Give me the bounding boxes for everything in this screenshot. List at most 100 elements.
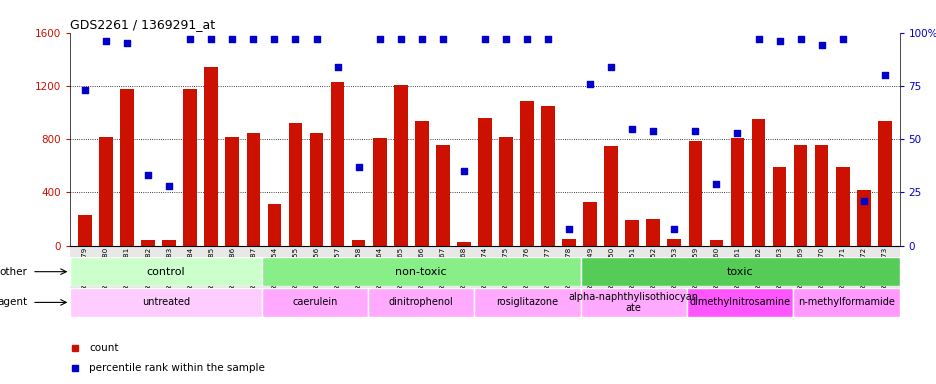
Bar [310, 132, 323, 246]
Point [687, 127, 702, 134]
Text: n-methylformamide: n-methylformamide [797, 297, 894, 308]
Text: agent: agent [0, 297, 28, 308]
Bar [666, 239, 680, 246]
Point [162, 183, 177, 189]
Bar [835, 167, 849, 246]
Point [603, 64, 618, 70]
Text: control: control [147, 266, 185, 277]
Bar [730, 138, 743, 246]
Point [393, 36, 408, 42]
Bar [604, 146, 618, 246]
Text: non-toxic: non-toxic [395, 266, 446, 277]
Point [561, 226, 576, 232]
Point [140, 172, 155, 179]
Bar [78, 215, 92, 246]
Point [225, 36, 240, 42]
Bar [583, 202, 596, 246]
Bar [580, 257, 899, 286]
Bar [793, 288, 899, 317]
Point [582, 81, 597, 87]
Bar [226, 137, 239, 246]
Point [729, 130, 744, 136]
Point [203, 36, 218, 42]
Bar [686, 288, 793, 317]
Bar [120, 89, 134, 246]
Point [329, 64, 344, 70]
Point [245, 36, 260, 42]
Bar [772, 167, 785, 246]
Bar [162, 240, 176, 246]
Point [666, 226, 681, 232]
Point [78, 87, 93, 93]
Text: caerulein: caerulein [292, 297, 337, 308]
Point [498, 36, 513, 42]
Text: toxic: toxic [726, 266, 753, 277]
Point [876, 72, 891, 78]
Point [751, 36, 766, 42]
Point [287, 36, 302, 42]
Point [309, 36, 324, 42]
Point [98, 38, 113, 44]
Text: GDS2261 / 1369291_at: GDS2261 / 1369291_at [70, 18, 215, 31]
Point [183, 36, 197, 42]
Bar [646, 219, 659, 246]
Bar [99, 137, 112, 246]
Bar [435, 144, 449, 246]
Point [645, 127, 660, 134]
Bar [624, 220, 638, 246]
Bar [877, 121, 891, 246]
Text: dimethylnitrosamine: dimethylnitrosamine [689, 297, 790, 308]
Point [813, 42, 828, 48]
Bar [688, 141, 701, 246]
Bar [499, 137, 512, 246]
Point [771, 38, 786, 44]
Bar [70, 288, 261, 317]
Bar [562, 239, 576, 246]
Bar [368, 288, 474, 317]
Point [456, 168, 471, 174]
Point [519, 36, 534, 42]
Text: dinitrophenol: dinitrophenol [388, 297, 453, 308]
Point [372, 36, 387, 42]
Point [120, 40, 135, 46]
Bar [268, 204, 281, 246]
Bar [751, 119, 765, 246]
Point [540, 36, 555, 42]
Bar [814, 144, 827, 246]
Text: rosiglitazone: rosiglitazone [496, 297, 558, 308]
Text: alpha-naphthylisothiocyan
ate: alpha-naphthylisothiocyan ate [568, 291, 698, 313]
Bar [261, 257, 580, 286]
Point [856, 198, 870, 204]
Text: other: other [0, 266, 28, 277]
Text: untreated: untreated [141, 297, 190, 308]
Point [792, 36, 807, 42]
Bar [261, 288, 368, 317]
Bar [541, 106, 554, 246]
Point [834, 36, 849, 42]
Bar [793, 144, 807, 246]
Point [624, 126, 639, 132]
Point [414, 36, 429, 42]
Bar [580, 288, 686, 317]
Bar [393, 84, 407, 246]
Point [476, 36, 491, 42]
Bar [183, 89, 197, 246]
Bar [288, 123, 302, 246]
Bar [477, 118, 491, 246]
Bar [856, 190, 870, 246]
Bar [330, 82, 344, 246]
Point [267, 36, 282, 42]
Bar [70, 257, 261, 286]
Bar [709, 240, 723, 246]
Point [351, 164, 366, 170]
Bar [415, 121, 428, 246]
Bar [246, 132, 260, 246]
Text: count: count [89, 343, 118, 353]
Point [435, 36, 450, 42]
Bar [519, 101, 534, 246]
Bar [474, 288, 580, 317]
Text: percentile rank within the sample: percentile rank within the sample [89, 362, 265, 373]
Bar [351, 240, 365, 246]
Bar [141, 240, 154, 246]
Point [709, 181, 724, 187]
